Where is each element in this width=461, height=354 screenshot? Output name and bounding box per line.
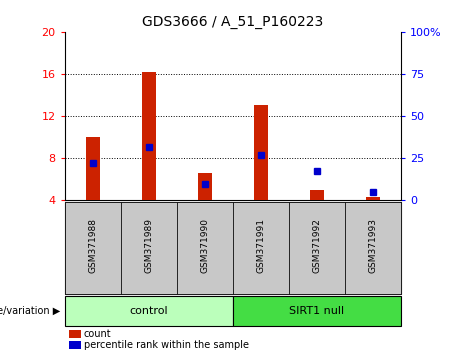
Bar bbox=[142, 72, 156, 200]
Bar bbox=[86, 137, 100, 200]
FancyBboxPatch shape bbox=[121, 202, 177, 294]
Text: count: count bbox=[84, 329, 112, 339]
Bar bbox=[254, 105, 268, 200]
Text: control: control bbox=[130, 306, 168, 316]
FancyBboxPatch shape bbox=[233, 296, 401, 326]
Text: genotype/variation ▶: genotype/variation ▶ bbox=[0, 306, 60, 316]
FancyBboxPatch shape bbox=[65, 202, 121, 294]
Text: GSM371992: GSM371992 bbox=[313, 218, 321, 273]
Text: GSM371993: GSM371993 bbox=[368, 218, 378, 273]
Text: percentile rank within the sample: percentile rank within the sample bbox=[84, 340, 249, 350]
FancyBboxPatch shape bbox=[65, 202, 401, 294]
Text: SIRT1 null: SIRT1 null bbox=[290, 306, 344, 316]
Bar bbox=[198, 173, 212, 200]
FancyBboxPatch shape bbox=[345, 202, 401, 294]
Bar bbox=[310, 189, 324, 200]
Bar bbox=[366, 197, 380, 200]
Text: GSM371989: GSM371989 bbox=[144, 218, 153, 273]
FancyBboxPatch shape bbox=[233, 202, 289, 294]
Text: GSM371991: GSM371991 bbox=[256, 218, 266, 273]
Text: GSM371990: GSM371990 bbox=[200, 218, 209, 273]
Text: GSM371988: GSM371988 bbox=[88, 218, 97, 273]
Title: GDS3666 / A_51_P160223: GDS3666 / A_51_P160223 bbox=[142, 16, 324, 29]
FancyBboxPatch shape bbox=[177, 202, 233, 294]
FancyBboxPatch shape bbox=[65, 296, 233, 326]
FancyBboxPatch shape bbox=[289, 202, 345, 294]
